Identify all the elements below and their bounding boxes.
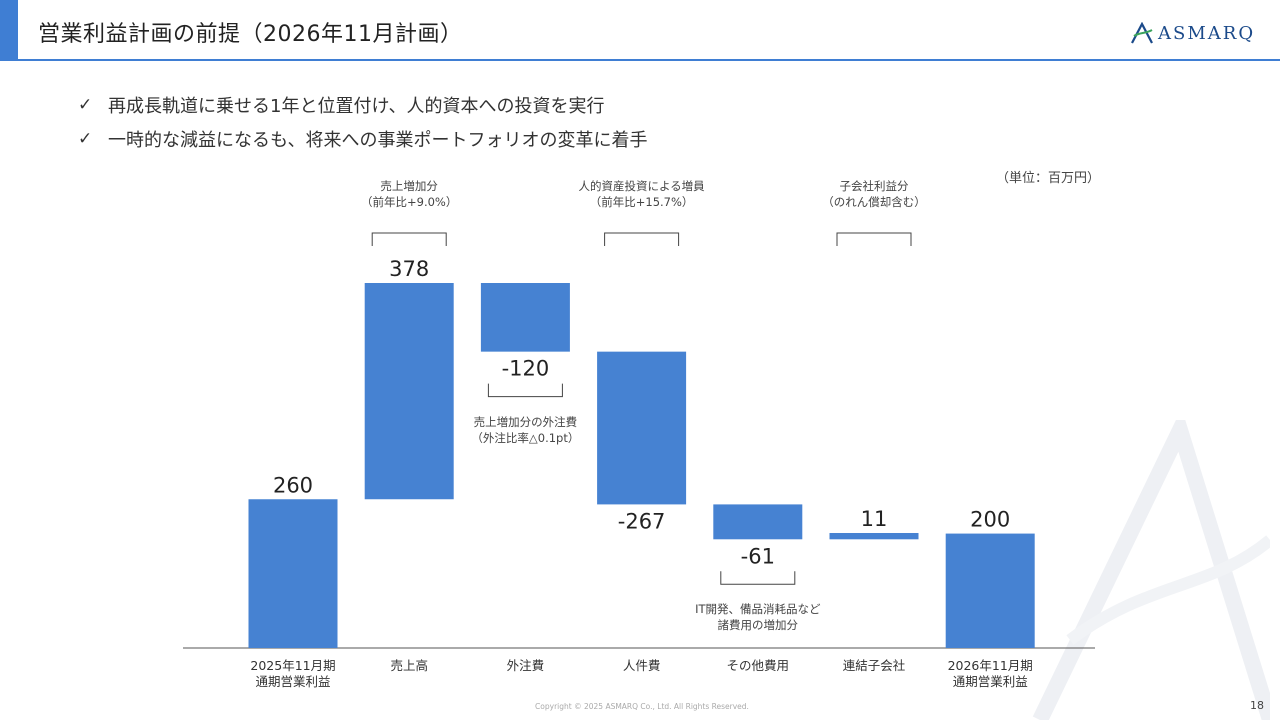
data-label: -267 <box>618 509 666 533</box>
title-accent-bar <box>0 0 18 60</box>
category-tick-label: 人件費 <box>623 658 661 673</box>
annotation-bracket <box>604 232 680 246</box>
bullet-item: ✓ 一時的な減益になるも、将来への事業ポートフォリオの変革に着手 <box>78 122 647 156</box>
bullet-text: 再成長軌道に乗せる1年と位置付け、人的資本への投資を実行 <box>108 96 605 117</box>
category-tick-label: 連結子会社 <box>843 658 906 673</box>
header-rule <box>0 59 1280 61</box>
annotation-note: 売上増加分 （前年比+9.0%） <box>361 178 457 210</box>
page-number: 18 <box>1250 699 1264 712</box>
header: 営業利益計画の前提（2026年11月計画） ASMARQ <box>0 0 1280 61</box>
copyright-text: Copyright © 2025 ASMARQ Co., Ltd. All Ri… <box>535 702 749 711</box>
waterfall-bar <box>829 533 919 540</box>
bullet-list: ✓ 再成長軌道に乗せる1年と位置付け、人的資本への投資を実行 ✓ 一時的な減益に… <box>78 88 647 156</box>
annotation-bracket <box>836 232 912 246</box>
data-label: 260 <box>273 473 313 497</box>
logo-mark-icon <box>1131 22 1153 44</box>
category-tick-label: 売上高 <box>390 658 428 673</box>
category-tick-label: 2025年11月期 <box>250 658 335 673</box>
annotation-line: IT開発、備品消耗品など <box>695 602 821 617</box>
waterfall-bar <box>248 499 338 648</box>
annotation-line: （前年比+15.7%） <box>589 195 694 209</box>
watermark-logo-icon <box>1032 420 1270 720</box>
annotation-line: 諸費用の増加分 <box>717 618 799 633</box>
data-label: 200 <box>970 508 1010 532</box>
annotation-line: （のれん償却含む） <box>822 195 926 209</box>
bullet-text: 一時的な減益になるも、将来への事業ポートフォリオの変革に着手 <box>108 130 648 151</box>
annotation-note: 人的資産投資による増員 （前年比+15.7%） <box>579 178 705 210</box>
waterfall-bar <box>713 504 803 540</box>
annotation-line: 売上増加分の外注費 <box>473 414 578 429</box>
waterfall-bar <box>945 533 1035 648</box>
category-tick-label: その他費用 <box>727 658 790 673</box>
category-tick-label: 2026年11月期 <box>948 658 1033 673</box>
category-tick-label: 通期営業利益 <box>255 674 330 689</box>
data-label: -120 <box>502 357 550 381</box>
annotation-line: （外注比率△0.1pt） <box>471 430 580 445</box>
company-logo: ASMARQ <box>1130 20 1255 46</box>
waterfall-bar <box>597 351 687 505</box>
data-label: 378 <box>389 257 429 281</box>
annotation-note: 売上増加分の外注費 （外注比率△0.1pt） <box>471 414 579 446</box>
bullet-item: ✓ 再成長軌道に乗せる1年と位置付け、人的資本への投資を実行 <box>78 88 647 122</box>
unit-label: （単位：百万円） <box>996 171 1101 186</box>
logo-text: ASMARQ <box>1158 22 1256 44</box>
waterfall-bar <box>364 283 454 500</box>
checkmark-icon: ✓ <box>78 95 93 115</box>
annotation-line: 売上増加分 <box>380 179 438 193</box>
annotation-bracket <box>371 232 447 246</box>
annotation-note: 子会社利益分 （のれん償却含む） <box>822 178 926 210</box>
annotation-note: IT開発、備品消耗品など 諸費用の増加分 <box>695 601 820 633</box>
data-label: -61 <box>741 544 775 568</box>
annotation-line: 子会社利益分 <box>839 179 909 193</box>
annotation-bracket <box>487 383 563 398</box>
annotation-line: 人的資産投資による増員 <box>578 179 705 193</box>
annotation-bracket <box>720 571 796 585</box>
category-tick-label: 通期営業利益 <box>953 674 1028 689</box>
waterfall-bar <box>480 283 570 352</box>
annotation-line: （前年比+9.0%） <box>361 195 458 209</box>
category-tick-label: 外注費 <box>507 658 545 673</box>
checkmark-icon: ✓ <box>78 129 93 149</box>
page-title: 営業利益計画の前提（2026年11月計画） <box>38 22 463 47</box>
data-label: 11 <box>861 507 888 531</box>
